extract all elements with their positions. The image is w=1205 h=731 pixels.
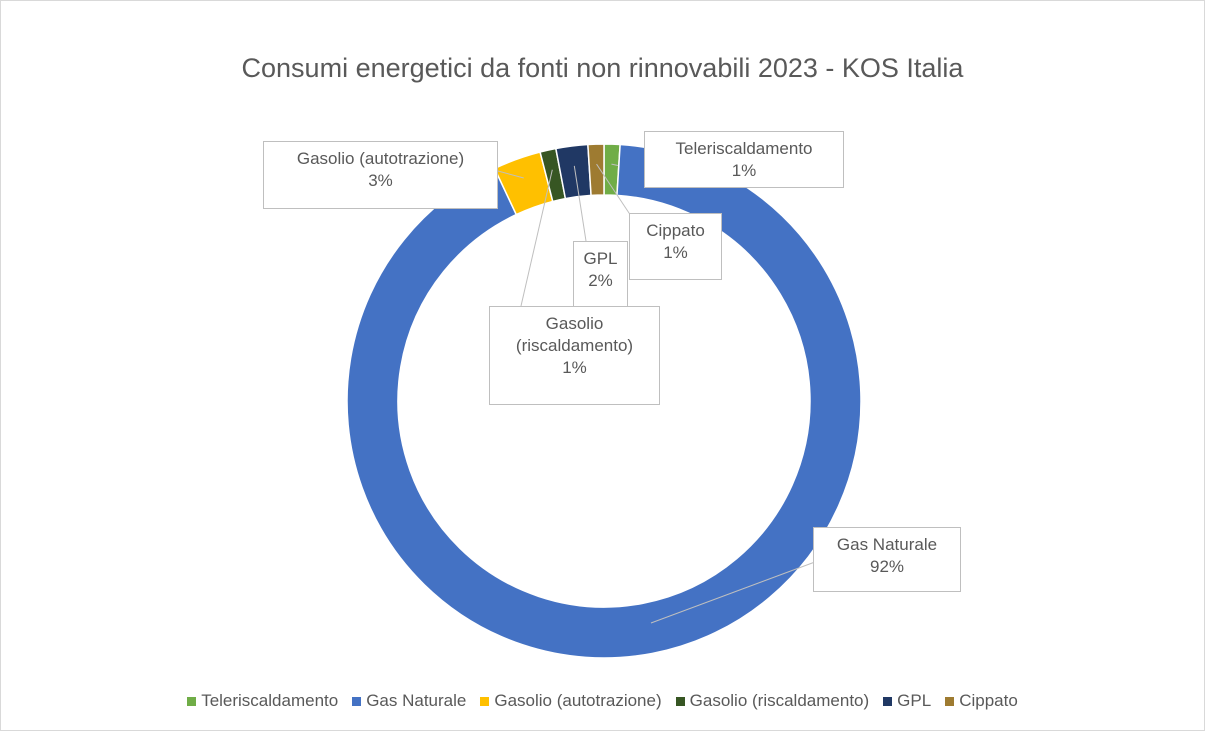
legend-label: GPL xyxy=(897,691,932,710)
label-value: 1% xyxy=(663,243,688,262)
data-label: GPL 2% xyxy=(573,241,628,307)
label-name: Gasolio (riscaldamento) xyxy=(515,314,634,355)
legend-label: Gasolio (autotrazione) xyxy=(494,691,662,710)
data-label: Cippato 1% xyxy=(629,213,722,280)
legend-item: Gasolio (autotrazione) xyxy=(480,691,662,711)
label-name: Gas Naturale xyxy=(836,535,938,554)
chart-title: Consumi energetici da fonti non rinnovab… xyxy=(241,53,964,83)
legend-swatch xyxy=(480,696,490,706)
label-name: Gasolio (autotrazione) xyxy=(296,149,465,168)
legend-item: Gas Naturale xyxy=(352,691,466,711)
data-label: Gasolio (riscaldamento) 1% xyxy=(489,306,660,405)
label-name: Teleriscaldamento xyxy=(675,139,813,158)
data-label: Gasolio (autotrazione) 3% xyxy=(263,141,498,209)
legend-swatch xyxy=(187,696,197,706)
legend-swatch xyxy=(675,696,685,706)
label-value: 2% xyxy=(588,271,613,290)
label-value: 3% xyxy=(368,171,393,190)
legend-swatch xyxy=(352,696,362,706)
legend-item: Cippato xyxy=(945,691,1018,711)
legend-label: Teleriscaldamento xyxy=(201,691,339,710)
legend-label: Gasolio (riscaldamento) xyxy=(689,691,870,710)
legend-swatch xyxy=(883,696,893,706)
slice xyxy=(587,143,605,197)
label-value: 92% xyxy=(869,557,905,576)
label-value: 1% xyxy=(562,358,587,377)
label-name: GPL xyxy=(583,249,618,268)
legend-item: Teleriscaldamento xyxy=(187,691,338,711)
label-name: Cippato xyxy=(646,221,705,240)
leader-line xyxy=(497,170,524,179)
legend-item: GPL xyxy=(883,691,931,711)
legend-item: Gasolio (riscaldamento) xyxy=(675,691,870,711)
leader-line xyxy=(520,169,553,307)
data-label: Gas Naturale 92% xyxy=(813,527,961,592)
legend-label: Gas Naturale xyxy=(366,691,467,710)
leader-line xyxy=(650,555,832,624)
legend-swatch xyxy=(945,696,955,706)
legend: Teleriscaldamento Gas Naturale Gasolio (au… xyxy=(1,691,1204,711)
label-value: 1% xyxy=(731,161,757,180)
leader-line xyxy=(573,165,587,242)
legend-label: Cippato xyxy=(959,691,1018,710)
data-label: Teleriscaldamento 1% xyxy=(644,131,844,188)
